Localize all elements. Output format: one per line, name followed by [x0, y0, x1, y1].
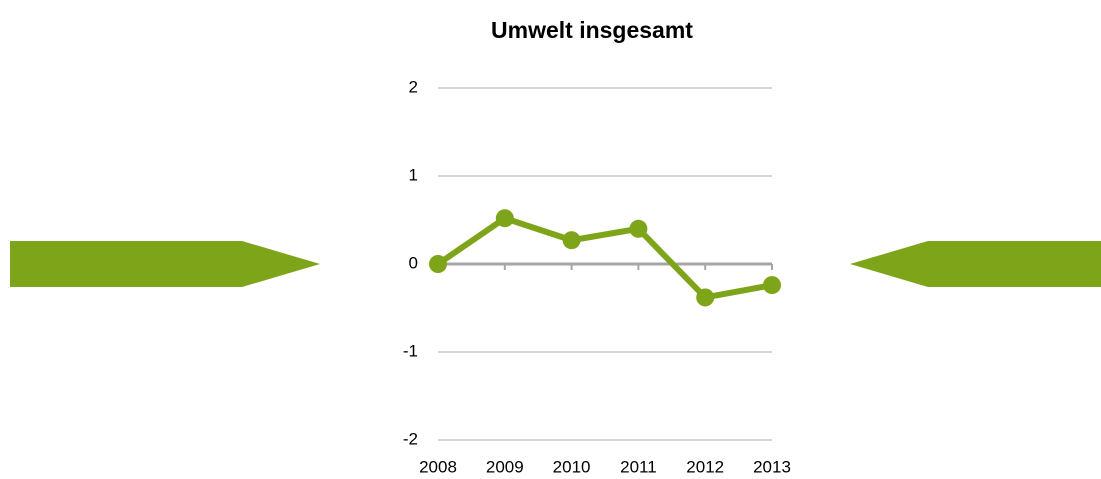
- x-tick-label: 2012: [686, 457, 724, 476]
- x-tick-label: 2010: [553, 457, 591, 476]
- y-tick-label: 0: [409, 253, 418, 272]
- y-tick-label: 1: [409, 165, 418, 184]
- point: [696, 288, 715, 307]
- x-tick-label: 2011: [620, 457, 657, 476]
- line: [436, 215, 773, 301]
- y-tick-label: -1: [403, 341, 418, 360]
- x-tick-label: 2008: [419, 457, 457, 476]
- point: [629, 219, 648, 238]
- x-tick-label: 2013: [753, 457, 791, 476]
- y-tick-label: -2: [403, 429, 418, 448]
- right-arrow: [850, 241, 1101, 287]
- point: [763, 276, 781, 295]
- chart-title: Umwelt insgesamt: [491, 17, 693, 43]
- x-tick-label: 2009: [486, 457, 524, 476]
- y-tick-label: 2: [409, 77, 418, 96]
- left-arrow: [10, 241, 320, 287]
- point: [562, 231, 581, 250]
- point: [495, 209, 514, 228]
- point: [429, 255, 447, 273]
